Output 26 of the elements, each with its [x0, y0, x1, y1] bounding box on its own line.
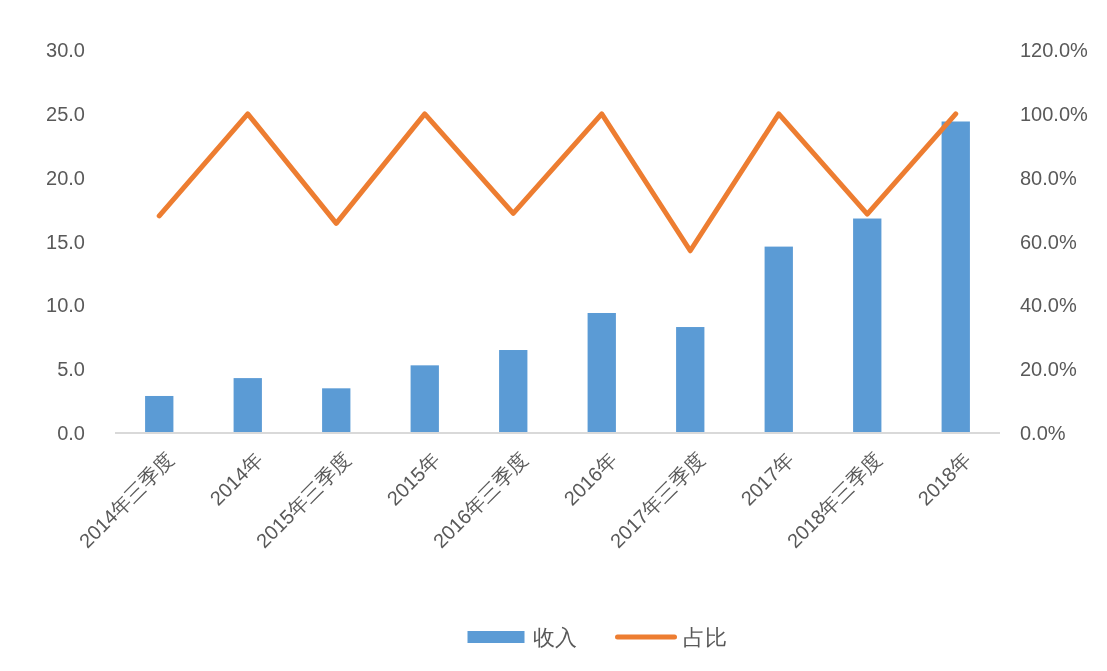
y-tick-label: 10.0 [46, 294, 85, 317]
bar [145, 395, 174, 433]
y-tick-label: 25.0 [46, 102, 85, 125]
y2-tick-label: 120.0% [1020, 39, 1089, 61]
y2-tick-label: 80.0% [1020, 166, 1077, 189]
y-tick-label: 20.0 [46, 166, 85, 189]
y-tick-label: 15.0 [46, 230, 85, 253]
y2-tick-label: 20.0% [1020, 358, 1077, 381]
y-tick-label: 30.0 [46, 39, 85, 61]
bar [410, 365, 439, 433]
bar [764, 246, 793, 433]
y2-tick-label: 0.0% [1020, 422, 1066, 444]
legend-label: 占比 [682, 624, 727, 650]
bar [233, 378, 262, 433]
y2-tick-label: 100.0% [1020, 102, 1089, 125]
bar [853, 218, 882, 433]
y-tick-label: 0.0 [57, 422, 85, 444]
legend-label: 收入 [532, 624, 577, 650]
bar [322, 388, 351, 433]
y-tick-label: 5.0 [57, 358, 85, 381]
bar [941, 121, 970, 433]
y2-tick-label: 60.0% [1020, 230, 1077, 253]
bar [499, 350, 528, 433]
y2-tick-label: 40.0% [1020, 294, 1077, 317]
bar [587, 312, 616, 433]
bar [676, 327, 705, 433]
